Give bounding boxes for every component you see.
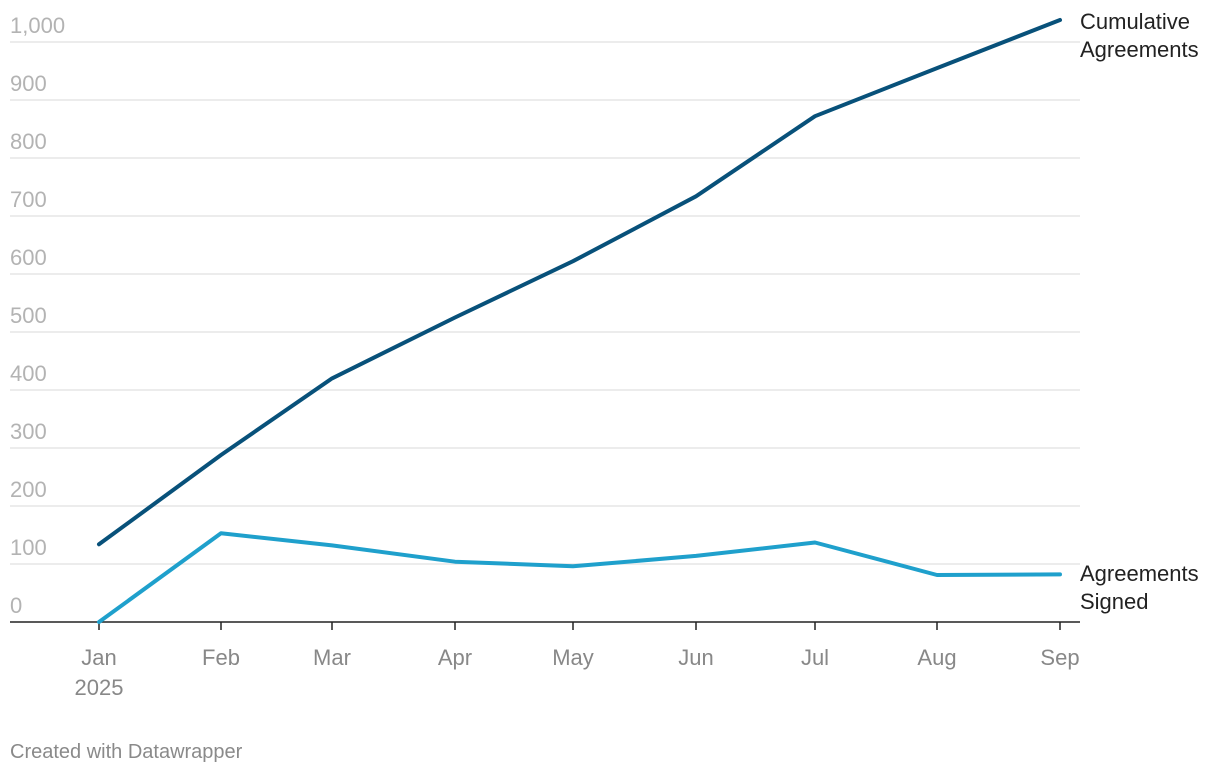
x-tick-label: Apr — [438, 645, 472, 670]
chart-credit: Created with Datawrapper — [10, 741, 243, 763]
line-chart: 0 100 200 300 400 500 600 700 800 900 1,000 Jan 202… — [10, 9, 1199, 700]
y-tick-label: 500 — [10, 303, 47, 328]
series-label-1: Agreements Signed — [1080, 561, 1199, 614]
x-tick-label: Aug — [917, 645, 956, 670]
x-tick-label: Jul — [801, 645, 829, 670]
y-tick-label: 900 — [10, 71, 47, 96]
x-tick-label: Jun — [678, 645, 713, 670]
x-axis: Jan 2025 Feb Mar Apr May Jun Jul Aug Sep — [10, 621, 1080, 700]
y-tick-label: 400 — [10, 361, 47, 386]
series-labels: Cumulative Agreements Agreements Signed — [1080, 9, 1199, 614]
y-axis-tick-labels: 0 100 200 300 400 500 600 700 800 900 1,000 — [10, 13, 65, 618]
y-tick-label: 100 — [10, 535, 47, 560]
y-tick-label: 300 — [10, 419, 47, 444]
x-tick-label: Sep — [1040, 645, 1079, 670]
x-tick-label: Jan — [81, 645, 116, 670]
series-label-0: Cumulative Agreements — [1080, 9, 1199, 62]
series-line-0 — [97, 18, 1062, 547]
y-tick-label: 800 — [10, 129, 47, 154]
x-tick-label: May — [552, 645, 594, 670]
y-tick-label: 200 — [10, 477, 47, 502]
gridlines — [10, 41, 1080, 565]
x-tick-label: Feb — [202, 645, 240, 670]
series-line-1 — [97, 531, 1062, 624]
y-tick-label: 600 — [10, 245, 47, 270]
y-tick-label: 700 — [10, 187, 47, 212]
y-tick-label: 1,000 — [10, 13, 65, 38]
y-tick-label: 0 — [10, 593, 22, 618]
x-tick-year-label: 2025 — [75, 675, 124, 700]
series-lines — [97, 18, 1062, 624]
x-tick-label: Mar — [313, 645, 351, 670]
